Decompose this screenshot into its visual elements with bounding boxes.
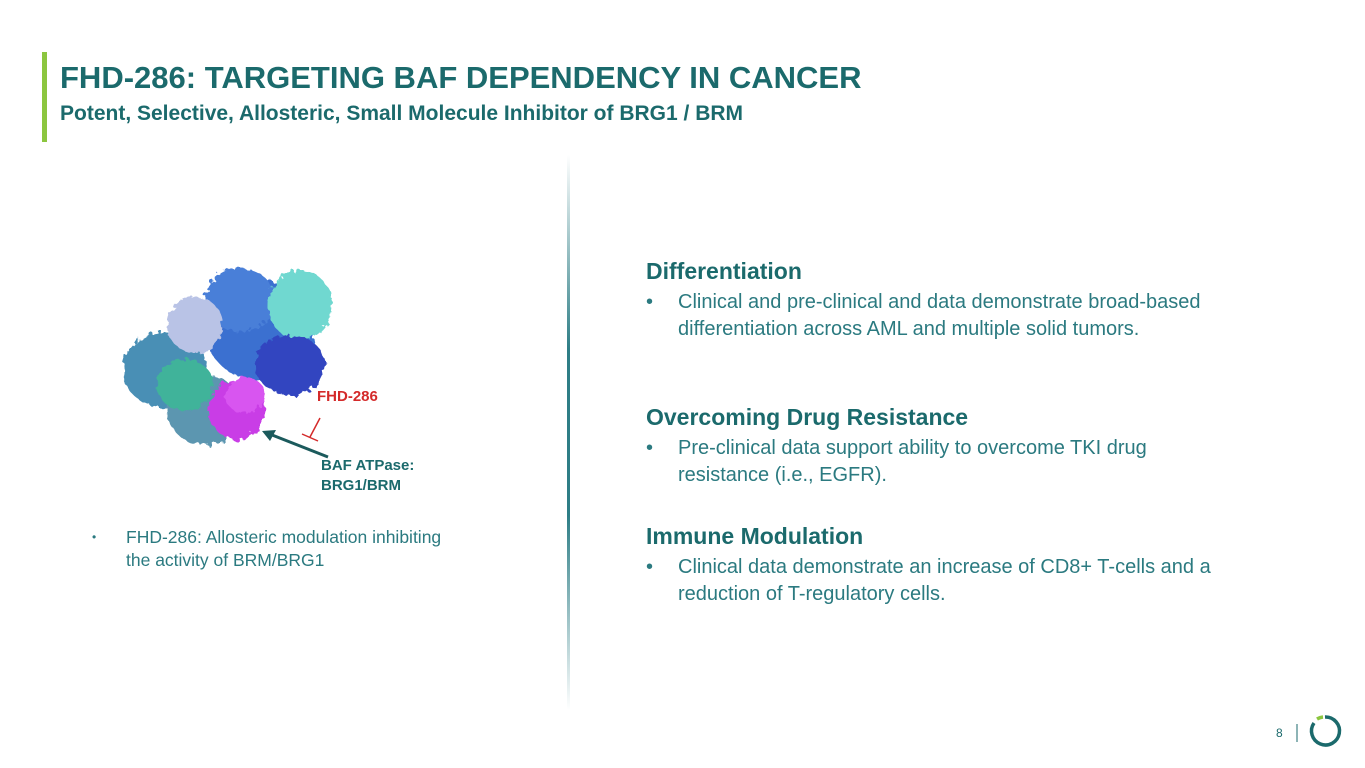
section: Overcoming Drug Resistance Pre-clinical …	[646, 404, 1246, 489]
inhibitor-bar	[301, 433, 319, 442]
target-label: BAF ATPase:	[321, 457, 414, 474]
inhibitor-line	[309, 417, 321, 438]
bullet: Clinical and pre-clinical and data demon…	[646, 289, 1223, 343]
logo-accent	[1316, 715, 1324, 721]
section: Immune Modulation Clinical data demonstr…	[646, 523, 1246, 608]
section: Differentiation Clinical and pre-clinica…	[646, 258, 1246, 343]
section-heading: Immune Modulation	[646, 523, 864, 549]
arrowhead	[262, 430, 276, 441]
bullet: Clinical data demonstrate an increase of…	[646, 554, 1223, 608]
page-number: 8	[1276, 726, 1283, 740]
section-heading: Differentiation	[646, 258, 802, 284]
bullet: FHD-286: Allosteric modulation inhibitin…	[92, 526, 456, 572]
accent-bar	[42, 52, 47, 142]
logo-ring	[1309, 715, 1342, 747]
left-bullets: FHD-286: Allosteric modulation inhibitin…	[92, 526, 452, 572]
divider	[567, 155, 570, 710]
arrow	[266, 431, 329, 459]
target-label: BRG1/BRM	[321, 477, 401, 494]
drug-label: FHD-286	[317, 388, 378, 405]
slide-title: FHD-286: TARGETING BAF DEPENDENCY IN CAN…	[60, 60, 862, 95]
bullet: Pre-clinical data support ability to ove…	[646, 435, 1223, 489]
protein-figure: FHD-286 BAF ATPase: BRG1/BRM	[123, 268, 414, 494]
logo	[1296, 715, 1342, 747]
slide-subtitle: Potent, Selective, Allosteric, Small Mol…	[60, 102, 744, 125]
section-heading: Overcoming Drug Resistance	[646, 404, 969, 430]
